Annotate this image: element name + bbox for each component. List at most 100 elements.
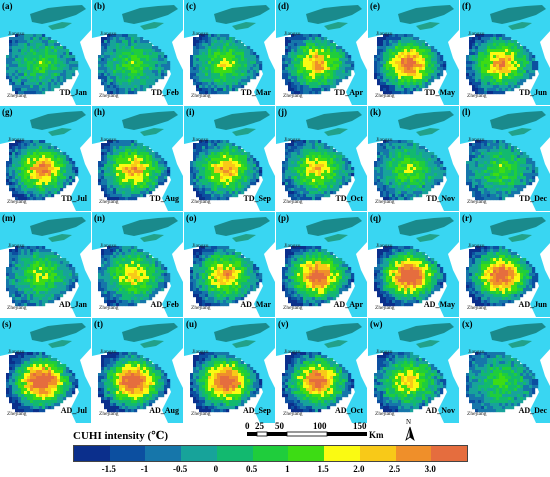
- uhi-cell: [193, 52, 197, 56]
- uhi-cell: [229, 58, 233, 62]
- uhi-cell: [12, 61, 16, 65]
- uhi-cell: [288, 85, 292, 89]
- uhi-cell: [386, 140, 390, 144]
- uhi-cell: [389, 52, 393, 56]
- uhi-cell: [383, 61, 387, 65]
- uhi-cell: [306, 37, 310, 41]
- uhi-cell: [386, 61, 390, 65]
- uhi-cell: [33, 270, 37, 274]
- uhi-cell: [211, 43, 215, 47]
- uhi-cell: [395, 140, 399, 144]
- uhi-cell: [297, 49, 301, 53]
- uhi-cell: [9, 188, 13, 192]
- uhi-cell: [48, 191, 52, 195]
- uhi-cell: [256, 58, 260, 62]
- uhi-cell: [300, 34, 304, 38]
- uhi-cell: [475, 85, 479, 89]
- uhi-cell: [140, 170, 144, 174]
- uhi-cell: [508, 167, 512, 171]
- uhi-cell: [413, 164, 417, 168]
- uhi-cell: [481, 188, 485, 192]
- uhi-cell: [336, 61, 340, 65]
- uhi-cell: [401, 185, 405, 189]
- uhi-cell: [348, 179, 352, 183]
- uhi-cell: [294, 143, 298, 147]
- jiangsu-label: Jiangsu: [468, 137, 485, 143]
- uhi-cell: [223, 55, 227, 59]
- uhi-cell: [24, 282, 28, 286]
- uhi-cell: [437, 67, 441, 71]
- uhi-cell: [36, 173, 40, 177]
- uhi-cell: [478, 152, 482, 156]
- uhi-cell: [297, 140, 301, 144]
- uhi-cell: [208, 188, 212, 192]
- uhi-cell: [21, 191, 25, 195]
- uhi-cell: [493, 179, 497, 183]
- uhi-cell: [309, 76, 313, 80]
- uhi-cell: [250, 55, 254, 59]
- uhi-cell: [508, 70, 512, 74]
- uhi-cell: [294, 49, 298, 53]
- uhi-cell: [431, 76, 435, 80]
- uhi-cell: [419, 173, 423, 177]
- uhi-cell: [208, 161, 212, 165]
- uhi-cell: [107, 185, 111, 189]
- uhi-cell: [437, 161, 441, 165]
- uhi-cell: [315, 194, 319, 198]
- uhi-cell: [30, 173, 34, 177]
- uhi-cell: [517, 67, 521, 71]
- uhi-cell: [493, 152, 497, 156]
- uhi-cell: [505, 149, 509, 153]
- uhi-cell: [389, 34, 393, 38]
- uhi-cell: [45, 261, 49, 265]
- uhi-cell: [27, 197, 31, 201]
- uhi-cell: [143, 52, 147, 56]
- uhi-cell: [140, 82, 144, 86]
- uhi-cell: [395, 176, 399, 180]
- uhi-cell: [235, 194, 239, 198]
- uhi-cell: [312, 143, 316, 147]
- uhi-cell: [211, 64, 215, 68]
- changxing-island: [140, 22, 164, 30]
- uhi-cell: [202, 37, 206, 41]
- uhi-cell: [229, 49, 233, 53]
- uhi-cell: [116, 70, 120, 74]
- uhi-cell: [54, 146, 58, 150]
- uhi-cell: [529, 55, 533, 59]
- uhi-cell: [69, 179, 73, 183]
- uhi-cell: [54, 167, 58, 171]
- uhi-cell: [259, 61, 263, 65]
- uhi-cell: [404, 197, 408, 201]
- uhi-cell: [24, 146, 28, 150]
- uhi-cell: [401, 34, 405, 38]
- uhi-cell: [229, 43, 233, 47]
- uhi-cell: [422, 146, 426, 150]
- uhi-cell: [484, 176, 488, 180]
- uhi-cell: [36, 267, 40, 271]
- uhi-cell: [288, 167, 292, 171]
- uhi-cell: [291, 158, 295, 162]
- uhi-cell: [422, 167, 426, 171]
- uhi-cell: [377, 149, 381, 153]
- uhi-cell: [131, 34, 135, 38]
- uhi-cell: [116, 158, 120, 162]
- uhi-cell: [419, 46, 423, 50]
- uhi-cell: [377, 152, 381, 156]
- uhi-cell: [300, 170, 304, 174]
- uhi-cell: [110, 197, 114, 201]
- changxing-island: [416, 22, 440, 30]
- uhi-cell: [199, 167, 203, 171]
- uhi-cell: [48, 252, 52, 256]
- uhi-cell: [199, 34, 203, 38]
- uhi-cell: [119, 155, 123, 159]
- uhi-cell: [152, 188, 156, 192]
- uhi-cell: [223, 155, 227, 159]
- uhi-cell: [398, 73, 402, 77]
- uhi-cell: [60, 73, 64, 77]
- uhi-cell: [238, 176, 242, 180]
- uhi-cell: [377, 73, 381, 77]
- uhi-cell: [15, 267, 19, 271]
- uhi-cell: [475, 82, 479, 86]
- uhi-cell: [374, 170, 378, 174]
- zhejiang-label: Zhejiang: [467, 93, 487, 99]
